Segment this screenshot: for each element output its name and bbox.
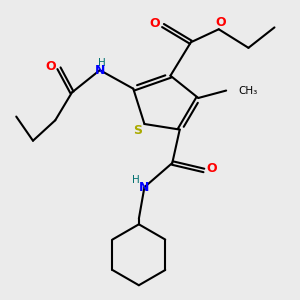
Text: CH₃: CH₃ <box>238 85 257 96</box>
Text: H: H <box>132 176 140 185</box>
Text: O: O <box>207 162 218 175</box>
Text: O: O <box>46 60 56 73</box>
Text: O: O <box>149 17 160 30</box>
Text: S: S <box>133 124 142 137</box>
Text: H: H <box>98 58 106 68</box>
Text: N: N <box>139 181 150 194</box>
Text: N: N <box>95 64 105 76</box>
Text: O: O <box>215 16 226 29</box>
